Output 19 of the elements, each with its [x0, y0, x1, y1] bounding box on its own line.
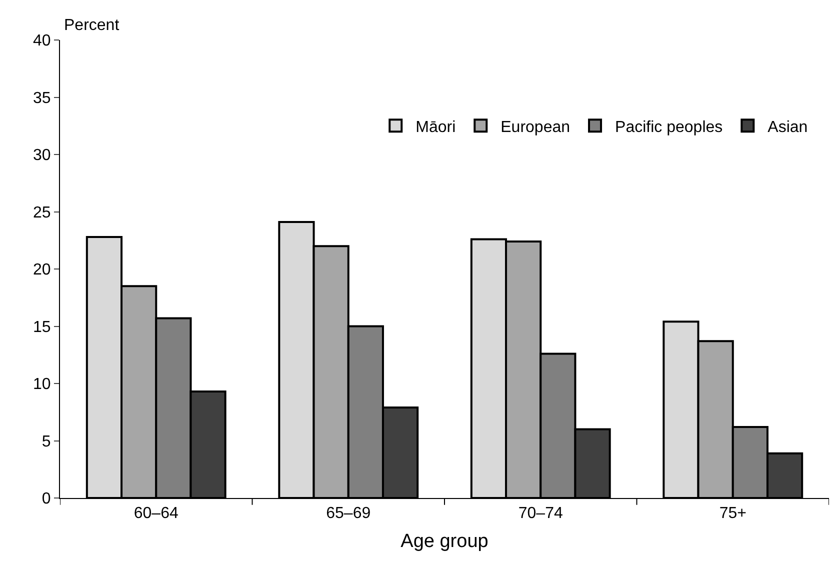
x-axis-title: Age group	[400, 531, 488, 552]
x-tick-label: 70–74	[518, 505, 563, 522]
y-tick-label: 0	[42, 490, 51, 508]
x-tick-label: 75+	[719, 505, 746, 522]
y-tick-label: 10	[33, 376, 51, 394]
y-tick-label: 30	[33, 147, 51, 164]
y-tick-label: 15	[33, 318, 51, 336]
y-axis-title: Percent	[64, 17, 120, 34]
legend-label: European	[500, 118, 570, 136]
y-tick-label: 5	[42, 433, 51, 450]
y-tick-label: 40	[33, 32, 51, 50]
y-tick-label: 20	[33, 262, 51, 279]
x-tick-label: 60–64	[134, 505, 178, 522]
legend-label: Māori	[416, 118, 456, 136]
legend-label: Asian	[768, 118, 808, 136]
legend-label: Pacific peoples	[615, 118, 723, 136]
y-tick-label: 25	[33, 204, 51, 222]
y-tick-label: 35	[33, 90, 51, 107]
x-tick-label: 65–69	[326, 505, 371, 522]
